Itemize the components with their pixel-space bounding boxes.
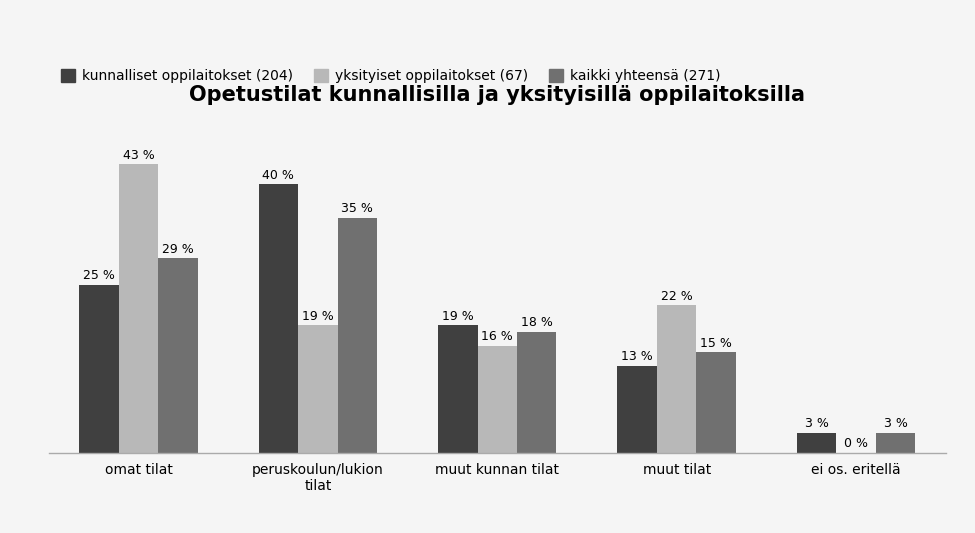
Text: 18 %: 18 % (521, 317, 553, 329)
Text: 3 %: 3 % (883, 417, 908, 430)
Bar (298, 326, 337, 453)
Text: 19 %: 19 % (302, 310, 333, 323)
Bar (337, 218, 377, 453)
Text: 35 %: 35 % (341, 203, 373, 215)
Text: 13 %: 13 % (621, 350, 653, 363)
Bar (79, 285, 119, 453)
Bar (617, 366, 657, 453)
Title: Opetustilat kunnallisilla ja yksityisillä oppilaitoksilla: Opetustilat kunnallisilla ja yksityisill… (189, 85, 805, 104)
Text: 19 %: 19 % (442, 310, 474, 323)
Text: 25 %: 25 % (83, 270, 115, 282)
Text: 43 %: 43 % (123, 149, 154, 161)
Text: 22 %: 22 % (661, 289, 692, 303)
Text: 3 %: 3 % (804, 417, 829, 430)
Text: 16 %: 16 % (482, 330, 513, 343)
Legend: kunnalliset oppilaitokset (204), yksityiset oppilaitokset (67), kaikki yhteensä : kunnalliset oppilaitokset (204), yksityi… (56, 64, 725, 89)
Bar (438, 326, 478, 453)
Bar (657, 305, 696, 453)
Bar (119, 164, 158, 453)
Text: 29 %: 29 % (162, 243, 194, 256)
Bar (696, 352, 736, 453)
Bar (158, 259, 198, 453)
Text: 0 %: 0 % (844, 438, 868, 450)
Bar (876, 433, 916, 453)
Bar (478, 345, 517, 453)
Text: 15 %: 15 % (700, 337, 732, 350)
Bar (797, 433, 837, 453)
Bar (517, 332, 557, 453)
Text: 40 %: 40 % (262, 169, 294, 182)
Bar (258, 184, 298, 453)
